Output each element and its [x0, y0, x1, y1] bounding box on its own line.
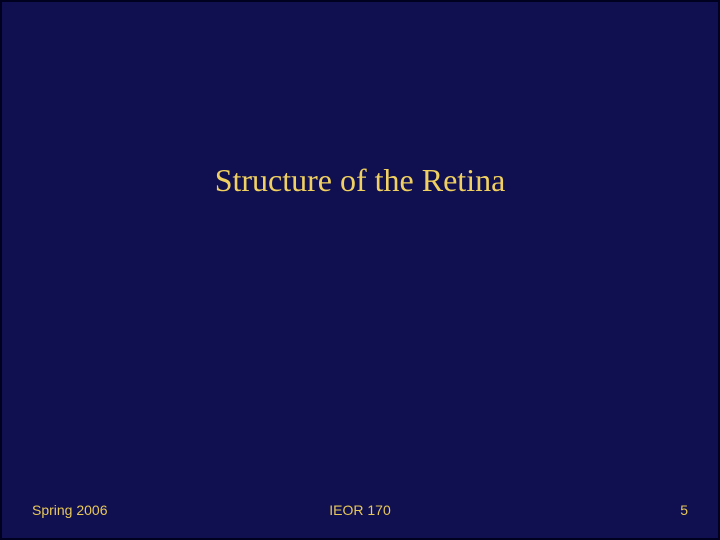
footer-course: IEOR 170	[329, 502, 390, 518]
slide-container: Structure of the Retina Spring 2006 IEOR…	[0, 0, 720, 540]
footer-page-number: 5	[680, 502, 688, 518]
footer-semester: Spring 2006	[32, 502, 108, 518]
slide-title: Structure of the Retina	[2, 162, 718, 199]
slide-footer: Spring 2006 IEOR 170 5	[2, 502, 718, 518]
